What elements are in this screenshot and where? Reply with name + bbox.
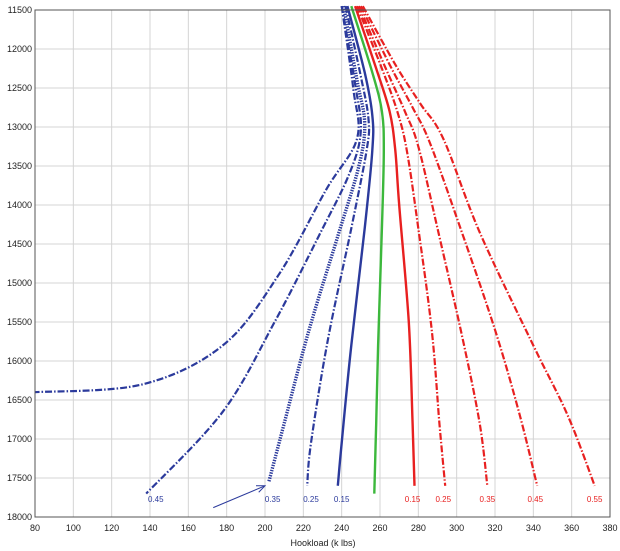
y-tick-label: 16500 (7, 395, 32, 405)
x-tick-label: 260 (372, 523, 387, 533)
y-tick-label: 13500 (7, 161, 32, 171)
y-axis-ticks: 11500 12000 12500 13000 13500 14000 14500 15000… (7, 5, 32, 522)
annotation-arrow (213, 485, 267, 509)
series-line-rotating-base (350, 5, 385, 494)
x-tick-label: 220 (296, 523, 311, 533)
curve-label: 0.15 (405, 495, 421, 504)
plot-background (35, 10, 610, 517)
x-tick-label: 240 (334, 523, 349, 533)
x-tick-label: 100 (66, 523, 81, 533)
curve-label: 0.35 (265, 495, 281, 504)
y-tick-label: 14500 (7, 239, 32, 249)
y-tick-label: 14000 (7, 200, 32, 210)
x-tick-label: 140 (142, 523, 157, 533)
y-tick-label: 13000 (7, 122, 32, 132)
series-line-slack-off-035 (145, 5, 363, 495)
y-tick-label: 16000 (7, 356, 32, 366)
series-line-pick-up-025 (355, 5, 447, 486)
x-tick-label: 80 (30, 523, 40, 533)
x-tick-label: 320 (487, 523, 502, 533)
curve-label: 0.15 (334, 495, 350, 504)
y-tick-label: 12500 (7, 83, 32, 93)
x-tick-label: 160 (181, 523, 196, 533)
y-tick-label: 18000 (7, 512, 32, 522)
series-line-pick-up-015 (353, 5, 416, 486)
curve-label: 0.45 (148, 495, 164, 504)
y-tick-label: 15000 (7, 278, 32, 288)
x-tick-label: 300 (449, 523, 464, 533)
x-tick-label: 340 (526, 523, 541, 533)
series-line-pick-up-055 (361, 5, 596, 487)
series-line-pick-up-045 (359, 5, 539, 487)
curve-label: 0.45 (527, 495, 543, 504)
curve-labels: 0.45 0.35 0.25 0.15 0.15 0.25 0.35 0.45 0.55 (148, 495, 603, 504)
x-tick-label: 180 (219, 523, 234, 533)
plot-frame (34, 9, 611, 518)
x-tick-label: 120 (104, 523, 119, 533)
curve-label: 0.55 (587, 495, 603, 504)
y-tick-label: 11500 (8, 5, 32, 15)
series-line-slack-off-045 (34, 5, 360, 394)
curve-label: 0.25 (303, 495, 319, 504)
x-axis-ticks: 80 100 120 140 160 180 200 220 240 260 280 300 320 34… (30, 523, 618, 533)
series-line-slack-off-015 (336, 5, 375, 486)
x-tick-label: 280 (411, 523, 426, 533)
y-tick-label: 17500 (7, 473, 32, 483)
x-axis-label: Hookload (k lbs) (290, 538, 355, 548)
x-tick-label: 200 (257, 523, 272, 533)
curve-label: 0.25 (435, 495, 451, 504)
curve-label: 0.35 (480, 495, 496, 504)
y-tick-label: 15500 (7, 317, 32, 327)
arrow-shaft (213, 485, 266, 509)
series-line-slack-off-025 (306, 5, 371, 486)
x-tick-label: 380 (602, 523, 617, 533)
x-tick-label: 360 (564, 523, 579, 533)
arrow-head (255, 485, 267, 493)
y-tick-label: 12000 (7, 44, 32, 54)
series-line-slack-off-035 (267, 5, 367, 483)
y-tick-label: 17000 (7, 434, 32, 444)
series-group (34, 5, 596, 495)
